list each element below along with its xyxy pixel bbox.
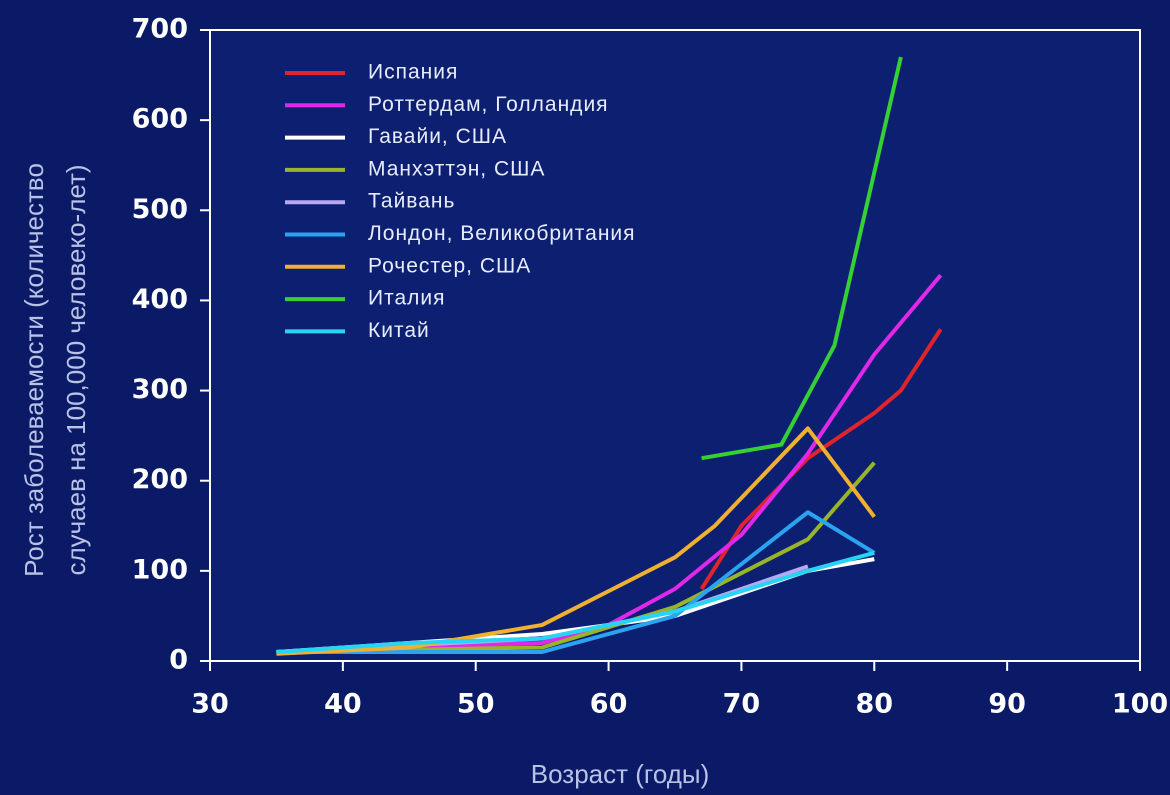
- x-tick-label: 60: [590, 689, 628, 720]
- y-tick-label: 100: [132, 554, 188, 585]
- y-axis-label: Рост заболеваемости (количество случаев …: [19, 163, 91, 577]
- x-tick-label: 70: [723, 689, 761, 720]
- legend-label: Испания: [368, 61, 458, 84]
- y-tick-label: 700: [132, 14, 188, 45]
- x-tick-label: 100: [1112, 689, 1168, 720]
- y-tick-label: 200: [132, 464, 188, 495]
- y-axis-label-line: случаев на 100,000 человеко-лет): [61, 164, 91, 575]
- x-axis-label: Возраст (годы): [531, 759, 709, 789]
- y-tick-label: 500: [132, 194, 188, 225]
- x-tick-label: 30: [191, 689, 229, 720]
- x-tick-label: 80: [855, 689, 893, 720]
- legend-label: Гавайи, США: [368, 125, 507, 148]
- legend-label: Роттердам, Голландия: [368, 93, 609, 116]
- legend-label: Италия: [368, 287, 446, 310]
- y-tick-label: 400: [132, 284, 188, 315]
- legend-label: Рочестер, США: [368, 254, 531, 277]
- y-tick-label: 300: [132, 374, 188, 405]
- legend-label: Лондон, Великобритания: [368, 222, 636, 245]
- legend-label: Манхэттэн, США: [368, 157, 545, 180]
- x-tick-label: 40: [324, 689, 362, 720]
- legend-label: Тайвань: [368, 190, 455, 213]
- x-tick-label: 50: [457, 689, 495, 720]
- plot-area: [210, 30, 1140, 661]
- x-tick-label: 90: [988, 689, 1026, 720]
- legend-label: Китай: [368, 319, 430, 342]
- y-tick-label: 600: [132, 104, 188, 135]
- chart: Возраст (годы) Рост заболеваемости (коли…: [0, 0, 1170, 795]
- y-tick-label: 0: [169, 645, 188, 676]
- y-axis-label-line: Рост заболеваемости (количество: [19, 163, 49, 577]
